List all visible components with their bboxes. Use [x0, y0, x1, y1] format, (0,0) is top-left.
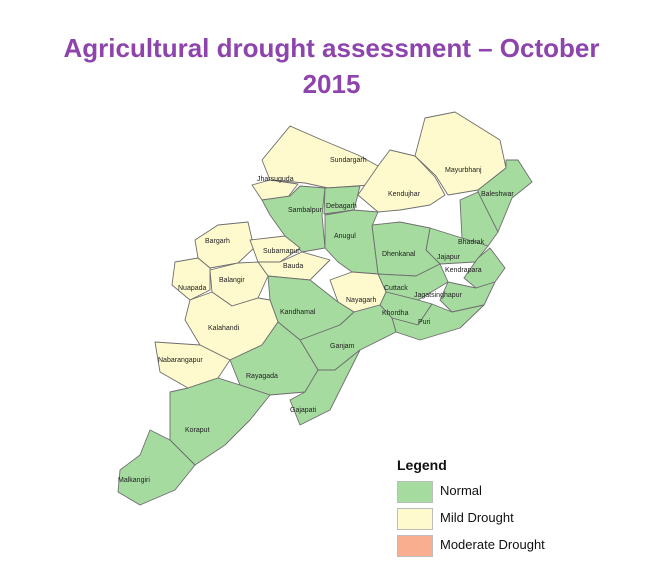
- district-label-sundargarh: Sundargarh: [330, 157, 367, 164]
- district-label-gajapati: Gajapati: [290, 407, 317, 414]
- district-label-jagatsinghapur: Jagatsinghapur: [414, 292, 463, 299]
- district-bargarh: [194, 221, 255, 269]
- district-label-nayagarh: Nayagarh: [346, 297, 376, 304]
- district-label-anugul: Anugul: [334, 233, 356, 240]
- legend-item-mild-drought: Mild Drought: [397, 508, 597, 531]
- legend-title: Legend: [397, 457, 447, 473]
- district-label-kandhamal: Kandhamal: [280, 309, 316, 316]
- legend-swatch-mild-drought: [397, 508, 433, 530]
- district-label-malkangiri: Malkangiri: [118, 477, 150, 484]
- district-jharsuguda: [251, 179, 299, 201]
- district-label-nabarangapur: Nabarangapur: [158, 357, 203, 364]
- district-label-subarnapur: Subarnapur: [263, 248, 300, 255]
- legend-item-normal: Normal: [397, 481, 597, 504]
- district-label-puri: Puri: [418, 319, 431, 326]
- district-nuapada: [171, 257, 211, 301]
- district-bhadrak: [459, 191, 499, 247]
- map-title-line-2: 2015: [302, 69, 361, 99]
- district-label-dhenkanal: Dhenkanal: [382, 251, 416, 258]
- map-title: Agricultural drought assessment – Octobe…: [0, 30, 663, 102]
- district-label-kendrapara: Kendrapara: [445, 267, 482, 274]
- district-label-balangir: Balangir: [219, 277, 245, 284]
- district-label-nuapada: Nuapada: [178, 285, 207, 292]
- legend-item-moderate-drought: Moderate Drought: [397, 535, 597, 558]
- legend-label-moderate-drought: Moderate Drought: [440, 537, 545, 552]
- district-puri: [391, 303, 485, 341]
- district-label-khordha: Khordha: [382, 310, 409, 317]
- district-label-ganjam: Ganjam: [330, 343, 355, 350]
- district-label-baleshwar: Baleshwar: [481, 191, 514, 198]
- district-label-bauda: Bauda: [283, 263, 303, 270]
- district-label-sambalpur: Sambalpur: [288, 207, 323, 214]
- district-label-bhadrak: Bhadrak: [458, 239, 485, 246]
- district-label-kendujhar: Kendujhar: [388, 191, 421, 198]
- legend-swatch-normal: [397, 481, 433, 503]
- district-label-koraput: Koraput: [185, 427, 210, 434]
- district-label-kalahandi: Kalahandi: [208, 325, 240, 332]
- district-label-mayurbhanj: Mayurbhanj: [445, 167, 482, 174]
- district-label-debagarh: Debagarh: [326, 203, 357, 210]
- legend-swatch-moderate-drought: [397, 535, 433, 557]
- district-label-jajapur: Jajapur: [437, 254, 461, 261]
- district-sambalpur: [261, 185, 326, 253]
- district-label-cuttack: Cuttack: [384, 285, 408, 292]
- district-anugul: [324, 209, 379, 275]
- district-koraput: [169, 377, 271, 466]
- district-subarnapur: [249, 235, 301, 263]
- district-kendujhar: [357, 149, 446, 213]
- district-label-bargarh: Bargarh: [205, 238, 230, 245]
- district-label-rayagada: Rayagada: [246, 373, 278, 380]
- district-label-jharsuguda: Jharsuguda: [257, 176, 294, 183]
- map-legend: Legend Normal Mild Drought Moderate Drou…: [397, 457, 597, 562]
- map-title-line-1: Agricultural drought assessment – Octobe…: [63, 33, 600, 63]
- legend-label-normal: Normal: [440, 483, 482, 498]
- legend-label-mild-drought: Mild Drought: [440, 510, 514, 525]
- district-malkangiri: [117, 429, 196, 506]
- district-gajapati: [289, 349, 361, 426]
